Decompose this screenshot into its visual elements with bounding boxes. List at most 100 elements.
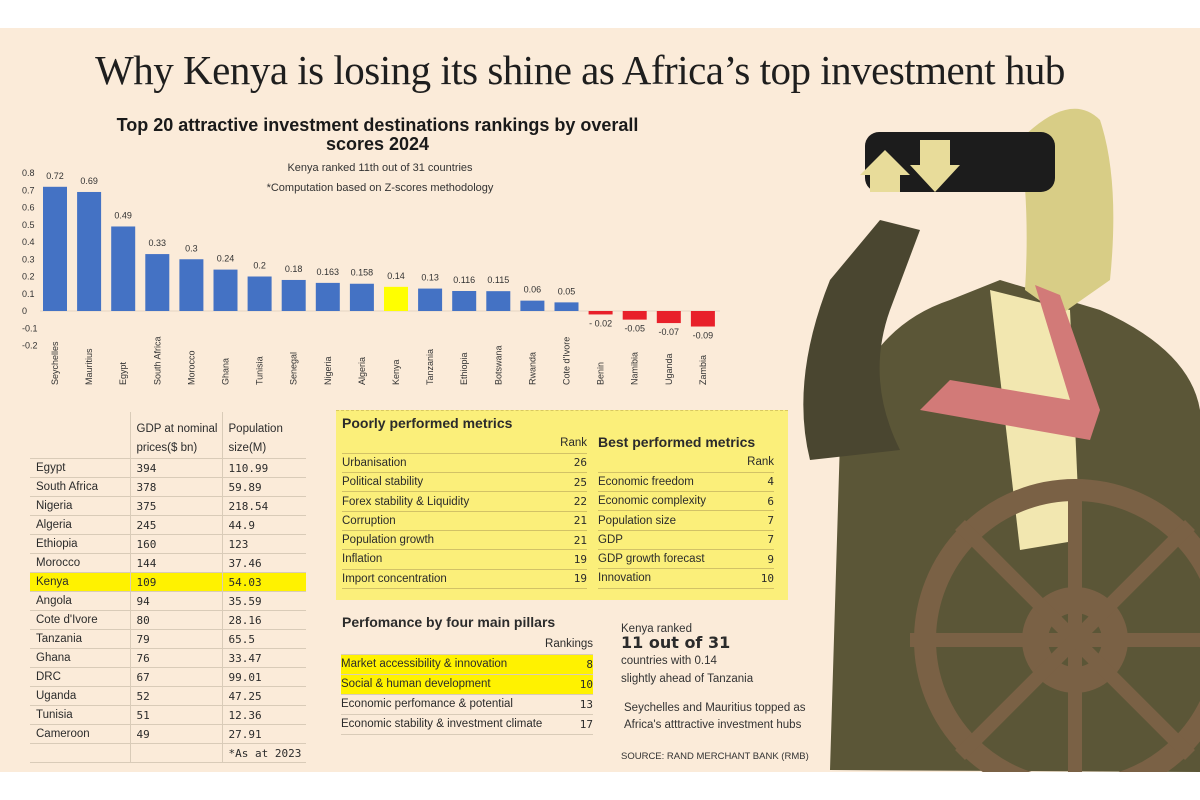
metric-name: Inflation: [342, 549, 545, 570]
country-cell: Ethiopia: [30, 534, 130, 554]
gdp-population-table: GDP at nominal prices($ bn) Population s…: [30, 412, 306, 763]
table-row: Ethiopia 160 123: [30, 534, 306, 554]
bar-south-africa: [145, 254, 170, 311]
rank-header-row: Rank: [598, 453, 774, 473]
country-cell: DRC: [30, 667, 130, 687]
pillar-rank: 17: [544, 714, 593, 735]
table-row: DRC 67 99.01: [30, 667, 306, 687]
y-tick-label: 0.6: [22, 203, 35, 213]
chart-note: *Computation based on Z-scores methodolo…: [266, 182, 494, 194]
spacer: [341, 634, 545, 655]
table-row: Cote d'Ivore 80 28.16: [30, 610, 306, 630]
metric-name: Forex stability & Liquidity: [342, 491, 545, 512]
rank-header: Rank: [738, 453, 774, 473]
population-cell: 110.99: [221, 458, 306, 478]
table-header: GDP at nominal prices($ bn) Population s…: [30, 412, 306, 459]
table-row: Population size 7: [598, 510, 774, 531]
table-row: GDP 7: [598, 530, 774, 550]
x-tick-label: Namibia: [630, 352, 640, 385]
data-label: - 0.02: [589, 318, 612, 328]
y-tick-label: 0.3: [22, 254, 35, 264]
gdp-cell: 378: [129, 477, 222, 497]
population-cell: 28.16: [221, 610, 306, 630]
metric-rank: 19: [544, 549, 587, 570]
metric-name: Innovation: [598, 568, 739, 589]
bar-benin: [588, 311, 613, 315]
summary-line4: Seychelles and Mauritius topped as: [624, 702, 806, 714]
table-row: Uganda 52 47.25: [30, 686, 306, 706]
summary-line2: countries with 0.14: [621, 655, 717, 667]
x-tick-label: Cote d'Ivore: [562, 337, 572, 385]
binoculars-icon: [865, 132, 1055, 192]
population-cell: 27.91: [221, 724, 306, 744]
data-label: 0.69: [80, 176, 98, 186]
metric-rank: 26: [544, 453, 587, 474]
gdp-cell: 245: [129, 515, 222, 535]
population-cell: 33.47: [221, 648, 306, 668]
country-cell: Egypt: [30, 458, 130, 478]
gdp-cell: 144: [129, 553, 222, 573]
data-label: 0.163: [317, 267, 340, 277]
metric-name: Population size: [598, 510, 739, 531]
arrow-up-icon: [860, 150, 910, 192]
table-row: Tanzania 79 65.5: [30, 629, 306, 649]
data-label: 0.05: [558, 286, 576, 296]
x-tick-label: Ethiopia: [459, 352, 469, 385]
metric-name: Import concentration: [342, 569, 545, 589]
rank-header: Rank: [544, 434, 587, 454]
gdp-cell: 394: [129, 458, 222, 478]
table-row: Innovation 10: [598, 568, 774, 589]
x-tick-label: Mauritius: [84, 348, 94, 385]
country-cell: Nigeria: [30, 496, 130, 516]
table-row: Social & human development 10: [341, 674, 593, 695]
chart-subtitle: Kenya ranked 11th out of 31 countries: [287, 162, 473, 174]
bar-algeria: [349, 283, 374, 311]
metric-rank: 9: [738, 549, 774, 570]
businessman-binoculars-illustration: [803, 108, 1200, 772]
ship-wheel-icon: [910, 479, 1200, 772]
pillar-name: Market accessibility & innovation: [341, 654, 545, 675]
x-tick-label: Kenya: [391, 359, 401, 385]
bar-egypt: [111, 226, 136, 311]
population-cell: 54.03: [221, 572, 306, 592]
country-cell: South Africa: [30, 477, 130, 497]
x-tick-label: Uganda: [664, 353, 674, 385]
data-label: 0.2: [253, 261, 266, 271]
y-tick-label: 0: [22, 306, 27, 316]
cell: [30, 743, 130, 763]
data-label: 0.18: [285, 264, 303, 274]
metric-name: Corruption: [342, 511, 545, 531]
table-row: Algeria 245 44.9: [30, 515, 306, 535]
raised-arm: [803, 220, 920, 460]
pillar-name: Economic stability & investment climate: [341, 714, 545, 735]
metric-rank: 7: [738, 530, 774, 550]
y-tick-label: 0.5: [22, 220, 35, 230]
metric-rank: 19: [544, 569, 587, 589]
arrow-down-icon: [910, 140, 960, 192]
poor-metrics-table: Rank Urbanisation 26 Political stability 25 F…: [342, 434, 587, 589]
pillar-name: Economic perfomance & potential: [341, 694, 545, 715]
bar-cote-d-ivore: [554, 302, 579, 311]
metric-name: Urbanisation: [342, 453, 545, 474]
y-tick-label: -0.2: [22, 341, 38, 351]
metrics-panel: Poorly performed metrics Rank Urbanisatio…: [336, 410, 788, 600]
table-row: Population growth 21: [342, 530, 587, 551]
x-tick-label: Nigeria: [323, 356, 333, 385]
header-gdp: GDP at nominal prices($ bn): [129, 412, 222, 459]
table-row: Market accessibility & innovation 8: [341, 654, 593, 675]
population-cell: 47.25: [221, 686, 306, 706]
x-tick-label: Morocco: [186, 350, 196, 385]
table-row: Political stability 25: [342, 472, 587, 493]
gdp-cell: 80: [129, 610, 222, 630]
pillar-rank: 10: [544, 674, 593, 695]
tie-icon: [920, 285, 1100, 440]
data-label: 0.115: [487, 275, 509, 285]
metric-rank: 4: [738, 472, 774, 493]
pillar-rank: 8: [544, 654, 593, 675]
metric-rank: 25: [544, 472, 587, 493]
bar-tunisia: [247, 276, 272, 311]
pillar-rank: 13: [544, 694, 593, 715]
country-cell: Kenya: [30, 572, 130, 592]
population-cell: 123: [221, 534, 306, 554]
bar-nigeria: [315, 282, 340, 311]
